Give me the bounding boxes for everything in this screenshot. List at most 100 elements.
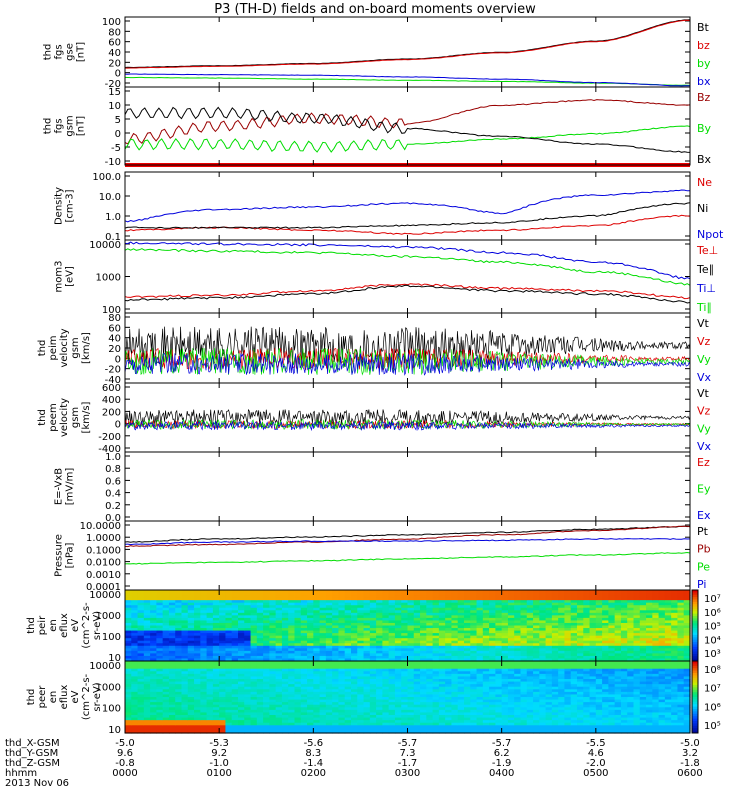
spec-cell	[482, 661, 490, 665]
spec-cell	[426, 727, 434, 732]
spec-cell	[181, 679, 189, 683]
spec-cell	[288, 648, 296, 652]
spec-cell	[250, 607, 258, 611]
spec-cell	[394, 676, 402, 680]
spec-cell	[288, 617, 296, 622]
spec-cell	[407, 655, 415, 660]
spec-cell	[683, 640, 691, 644]
spec-cell	[614, 655, 622, 660]
spec-cell	[489, 668, 496, 672]
spec-cell	[520, 730, 528, 734]
spec-cell	[507, 681, 515, 685]
spec-cell	[520, 655, 528, 660]
spec-cell	[250, 653, 258, 657]
panel-temp: mom3 [eV]	[54, 243, 690, 310]
spec-cell	[313, 697, 321, 701]
spec-cell	[313, 727, 321, 732]
spec-cell	[388, 615, 396, 619]
spec-cell	[168, 717, 176, 721]
spec-cell	[489, 650, 496, 654]
spec-cell	[495, 620, 503, 624]
spec-cell	[470, 666, 478, 670]
spec-cell	[219, 666, 227, 670]
spec-cell	[238, 702, 245, 706]
spec-cell	[206, 702, 214, 706]
spec-cell	[363, 597, 371, 601]
spec-cell	[514, 658, 522, 662]
spec-cell	[225, 650, 233, 654]
spec-cell	[181, 635, 189, 639]
spec-cell	[168, 666, 176, 670]
spec-cell	[602, 615, 609, 619]
spec-cell	[325, 707, 333, 711]
spec-cell	[457, 673, 465, 678]
spec-cell	[476, 597, 484, 601]
spec-cell	[457, 686, 465, 690]
spec-cell	[162, 590, 170, 594]
spec-cell	[388, 628, 396, 632]
spec-cell	[533, 600, 540, 604]
spec-cell	[351, 628, 358, 632]
spec-cell	[275, 676, 283, 680]
spec-cell	[294, 633, 302, 637]
spec-cell	[514, 633, 522, 637]
spec-cell	[577, 638, 584, 642]
spec-cell	[489, 671, 496, 675]
spec-cell	[206, 630, 214, 634]
spec-cell	[325, 668, 333, 672]
spec-cell	[558, 661, 566, 665]
spec-cell	[281, 694, 289, 698]
spec-cell	[664, 600, 672, 604]
spec-cell	[300, 668, 308, 672]
spec-cell	[507, 725, 515, 729]
spec-cell	[206, 617, 214, 622]
spec-cell	[143, 666, 151, 670]
spec-cell	[313, 676, 321, 680]
spec-cell	[137, 600, 145, 604]
spec-cell	[451, 620, 459, 624]
spec-cell	[602, 691, 609, 696]
spec-cell	[407, 612, 415, 616]
spec-cell	[382, 684, 390, 688]
spec-cell	[589, 730, 597, 734]
spec-cell	[263, 607, 270, 611]
spec-cell	[244, 595, 252, 599]
spec-cell	[451, 666, 459, 670]
spec-cell	[294, 709, 302, 714]
spec-cell	[401, 691, 409, 696]
spec-cell	[589, 702, 597, 706]
spec-cell	[495, 707, 503, 711]
spec-cell	[369, 612, 377, 616]
spec-cell	[338, 676, 346, 680]
spec-cell	[338, 689, 346, 693]
spec-cell	[482, 712, 490, 716]
spec-cell	[382, 602, 390, 606]
spec-cell	[394, 597, 402, 601]
spec-cell	[583, 681, 591, 685]
spec-cell	[520, 592, 528, 596]
spec-cell	[545, 691, 553, 696]
spec-cell	[332, 653, 340, 657]
spec-cell	[344, 671, 352, 675]
spec-cell	[250, 638, 258, 642]
spec-cell	[313, 671, 321, 675]
spec-cell	[407, 717, 415, 721]
spec-cell	[514, 686, 522, 690]
spec-cell	[451, 684, 459, 688]
spec-cell	[338, 620, 346, 624]
spec-cell	[338, 607, 346, 611]
spec-cell	[363, 715, 371, 719]
spec-cell	[589, 691, 597, 696]
spec-cell	[131, 607, 139, 611]
spec-cell	[413, 727, 421, 732]
spec-cell	[401, 628, 409, 632]
spec-cell	[206, 635, 214, 639]
spec-cell	[275, 722, 283, 726]
spec-cell	[181, 617, 189, 622]
spec-cell	[577, 643, 584, 647]
spec-cell	[476, 666, 484, 670]
spec-cell	[244, 638, 252, 642]
spec-cell	[671, 592, 679, 596]
spec-cell	[533, 607, 540, 611]
spec-cell	[212, 686, 220, 690]
